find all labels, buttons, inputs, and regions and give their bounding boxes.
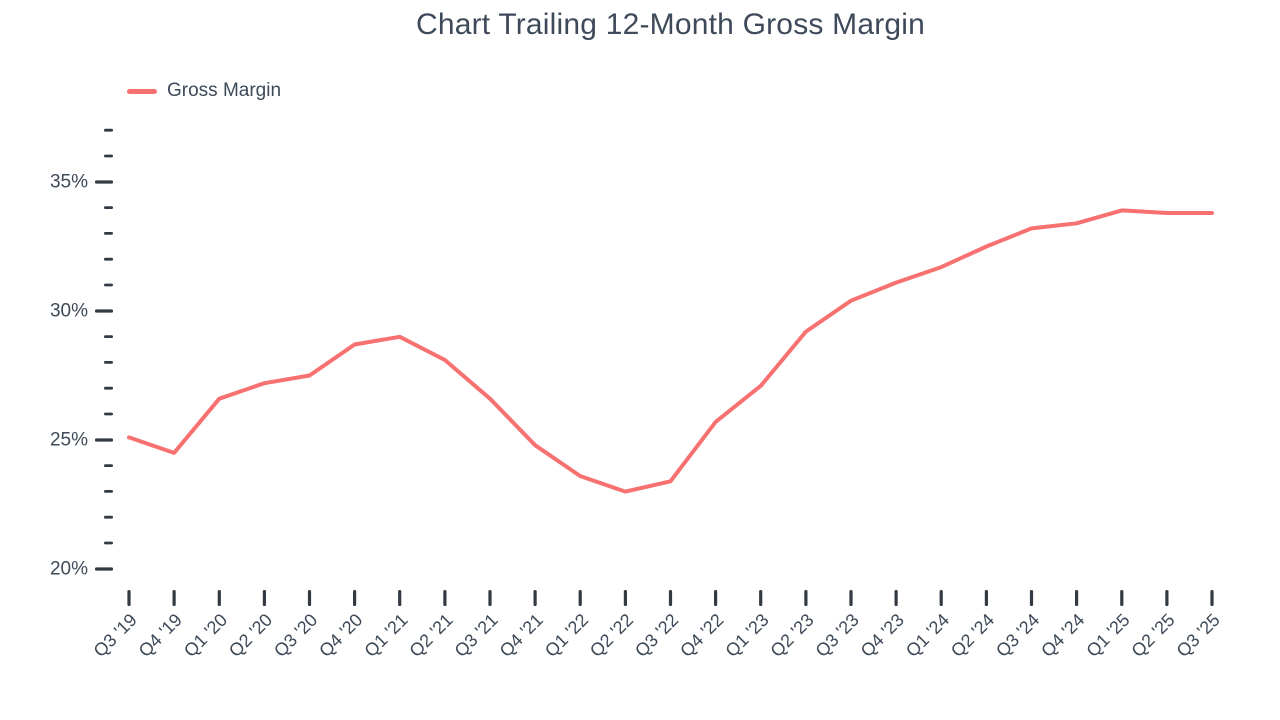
y-minor-tick [104, 257, 113, 261]
y-minor-tick [104, 361, 113, 364]
legend-line-swatch [127, 88, 157, 94]
x-tick [398, 590, 402, 606]
x-axis-label: Q4 '19 [135, 610, 186, 661]
x-axis-label: Q4 '24 [1037, 610, 1088, 661]
y-minor-tick [104, 541, 113, 545]
x-tick [849, 590, 853, 606]
x-axis-label: Q3 '23 [812, 610, 863, 661]
chart-title: Chart Trailing 12-Month Gross Margin [415, 8, 926, 41]
x-axis-label: Q1 '23 [721, 610, 772, 661]
x-axis-label: Q1 '24 [902, 610, 953, 661]
y-minor-tick [104, 283, 113, 287]
y-tick-label: 30% [50, 301, 88, 322]
x-axis-label: Q2 '25 [1127, 610, 1178, 661]
y-minor-tick [104, 464, 113, 467]
x-axis-label: Q4 '20 [315, 610, 366, 661]
y-tick-label: 20% [50, 559, 88, 580]
y-major-tick [95, 180, 113, 184]
x-tick [172, 590, 176, 606]
x-axis-label: Q1 '22 [541, 610, 592, 661]
y-minor-tick [104, 490, 113, 493]
x-axis-label: Q4 '21 [496, 610, 547, 661]
x-tick [1029, 590, 1034, 606]
x-tick [578, 590, 582, 606]
y-tick-label: 35% [50, 172, 88, 193]
x-tick [623, 590, 627, 606]
x-tick [127, 590, 131, 606]
x-tick [443, 590, 447, 606]
x-tick [1165, 590, 1169, 606]
x-axis-label: Q4 '23 [857, 610, 908, 661]
x-axis-label: Q2 '20 [225, 610, 276, 661]
y-minor-tick [104, 412, 113, 416]
x-axis-label: Q3 '21 [451, 610, 502, 661]
x-tick [217, 590, 221, 606]
x-tick [804, 590, 808, 606]
y-major-tick [95, 309, 113, 313]
y-major-tick [95, 438, 113, 442]
x-axis-label: Q1 '21 [360, 610, 411, 661]
x-tick [262, 590, 266, 606]
x-tick [759, 590, 763, 606]
x-tick [714, 590, 718, 606]
y-minor-tick [104, 232, 113, 235]
gross-margin-series-line [127, 208, 1214, 494]
legend-item-gross-margin[interactable]: Gross Margin [127, 80, 281, 102]
x-tick [668, 590, 673, 606]
legend-label: Gross Margin [167, 80, 282, 101]
x-axis-label: Q1 '20 [180, 610, 231, 661]
x-axis-label: Q2 '23 [766, 610, 817, 661]
x-axis-label: Q4 '22 [676, 610, 727, 661]
x-axis-label: Q1 '25 [1082, 610, 1133, 661]
x-tick [307, 590, 312, 606]
x-tick [488, 590, 492, 606]
x-axis-label: Q2 '21 [405, 610, 456, 661]
x-axis-label: Q2 '22 [586, 610, 637, 661]
x-tick [1075, 590, 1079, 606]
x-axis-label: Q3 '25 [1173, 610, 1224, 661]
x-tick [1210, 590, 1214, 606]
x-tick [353, 590, 357, 606]
x-tick [894, 590, 898, 606]
y-minor-tick [104, 206, 113, 209]
x-axis-label: Q2 '24 [947, 610, 998, 661]
x-tick [533, 590, 537, 606]
x-axis-label: Q3 '24 [992, 610, 1043, 661]
y-tick-label: 25% [50, 430, 88, 451]
x-tick [1120, 590, 1124, 606]
x-tick [984, 590, 988, 606]
y-minor-tick [104, 128, 113, 132]
x-axis-label: Q3 '19 [90, 610, 141, 661]
y-minor-tick [104, 154, 113, 158]
x-tick [939, 590, 943, 606]
x-axis-label: Q3 '22 [631, 610, 682, 661]
y-major-tick [95, 567, 113, 571]
y-minor-tick [104, 335, 113, 338]
y-minor-tick [104, 386, 113, 390]
x-axis-label: Q3 '20 [270, 610, 321, 661]
y-minor-tick [104, 515, 113, 519]
